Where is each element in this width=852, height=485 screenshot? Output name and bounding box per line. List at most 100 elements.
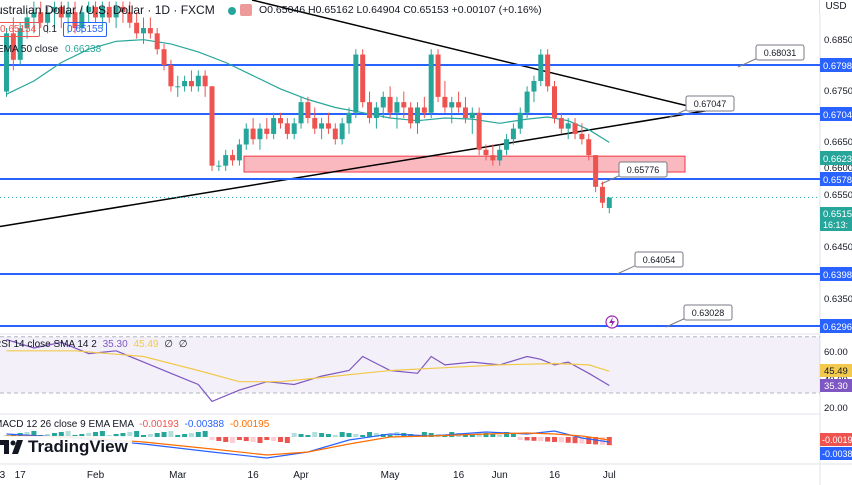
macd-histogram-bar xyxy=(209,437,215,440)
macd-histogram-bar xyxy=(154,433,160,437)
candle-body xyxy=(175,86,181,88)
candle-body xyxy=(223,155,229,166)
time-axis-label: Feb xyxy=(87,470,105,481)
macd-histogram-bar xyxy=(99,431,105,437)
macd-histogram-bar xyxy=(538,437,544,442)
macd-histogram-bar xyxy=(510,433,516,437)
macd-histogram-bar xyxy=(161,432,167,437)
rsi-badge xyxy=(820,379,852,392)
level-callout-box xyxy=(618,161,668,178)
ema-axis-text: 0.6623 xyxy=(823,154,852,165)
level-callout-text: 0.63028 xyxy=(692,308,725,318)
currency-label[interactable]: USD xyxy=(819,0,852,14)
price-tick-label: 0.6550 xyxy=(824,190,852,201)
macd-histogram-bar xyxy=(188,433,194,437)
macd-histogram-bar xyxy=(31,431,37,437)
flag-icon[interactable] xyxy=(240,4,252,16)
candle-body xyxy=(339,123,345,140)
macd-signal-value: -0.00195 xyxy=(229,419,270,430)
macd-histogram-bar xyxy=(175,435,181,437)
time-axis-label: Mar xyxy=(169,470,187,481)
macd-line-badge-text: -0.00388 xyxy=(822,449,852,459)
level-axis-text: 0.6398 xyxy=(823,270,852,281)
macd-histogram-bar xyxy=(606,437,612,446)
tradingview-logo[interactable]: TradingView xyxy=(0,436,132,458)
candle-body xyxy=(346,112,352,124)
macd-histogram-bar xyxy=(325,434,331,437)
level-axis-badge xyxy=(820,58,852,72)
candle-body xyxy=(380,96,386,108)
candle-body xyxy=(449,102,455,108)
tradingview-logo-text: TradingView xyxy=(28,437,128,456)
lightning-icon-glyph xyxy=(609,317,615,327)
price-tick-label: 0.6450 xyxy=(824,242,852,253)
macd-histogram-bar xyxy=(79,434,85,437)
candle-body xyxy=(86,6,92,13)
ema-indicator-label[interactable]: EMA 50 close xyxy=(0,44,59,55)
macd-histogram-bar xyxy=(367,432,373,437)
level-callout-box xyxy=(755,44,805,61)
symbol-title[interactable]: Australian Dollar / U.S. Dollar · 1D · F… xyxy=(0,3,215,17)
macd-histogram-bar xyxy=(202,431,208,437)
macd-histogram-bar xyxy=(127,432,133,437)
candle-body xyxy=(31,12,37,18)
rsi-title: RSI 14 close SMA 14 2 xyxy=(0,339,97,350)
candle-body xyxy=(360,54,366,103)
tradingview-logo-icon xyxy=(0,440,23,454)
bid-price[interactable]: 0.65154 xyxy=(0,22,41,37)
candle-body xyxy=(141,28,146,34)
rsi-legend[interactable]: RSI 14 close SMA 14 2 35.30 45.49 ∅ ∅ xyxy=(0,339,187,350)
ask-price[interactable]: 0.65155 xyxy=(63,22,108,37)
price-tick-label: 0.6350 xyxy=(824,294,852,305)
candle-body xyxy=(305,102,311,119)
macd-histogram-bar xyxy=(216,437,222,441)
candle-body xyxy=(216,165,222,167)
candle-body xyxy=(58,6,64,18)
level-axis-badge xyxy=(820,319,852,333)
candle-body xyxy=(72,12,78,29)
candle-body xyxy=(113,6,119,18)
candle-body xyxy=(236,144,242,161)
macd-histogram-bar xyxy=(51,433,57,437)
candle-body xyxy=(134,22,140,34)
macd-histogram-bar xyxy=(298,434,304,437)
rsi-empty-2: ∅ xyxy=(178,339,188,350)
candle-body xyxy=(401,102,407,108)
macd-histogram-bar xyxy=(243,437,249,441)
candle-body xyxy=(394,102,400,113)
rsi-band xyxy=(0,336,820,393)
ema50-line xyxy=(6,39,610,143)
candle-body xyxy=(545,54,551,87)
macd-histogram-bar xyxy=(134,431,140,437)
macd-histogram-bar xyxy=(45,434,51,437)
candle-body xyxy=(606,197,612,209)
candle-body xyxy=(476,112,482,150)
last-price-badge xyxy=(820,207,852,231)
rsi-tick-label: 60.00 xyxy=(824,347,848,358)
candle-body xyxy=(504,139,510,150)
macd-histogram-bar xyxy=(264,437,270,440)
macd-histogram-bar xyxy=(195,432,201,437)
time-axis-label: Apr xyxy=(293,470,309,481)
candle-body xyxy=(65,12,71,18)
macd-legend[interactable]: MACD 12 26 close 9 EMA EMA -0.00193 -0.0… xyxy=(0,419,269,430)
candle-body xyxy=(298,102,304,124)
candle-body xyxy=(367,102,373,119)
candle-body xyxy=(99,6,105,18)
price-tick-label: 0.6650 xyxy=(824,137,852,148)
macd-histogram-bar xyxy=(421,432,427,437)
candle-body xyxy=(490,155,496,161)
macd-histogram-bar xyxy=(65,431,71,437)
candle-body xyxy=(182,80,188,87)
macd-hist-value: -0.00193 xyxy=(139,419,179,430)
macd-histogram-bar xyxy=(284,437,290,443)
macd-histogram-bar xyxy=(120,433,126,437)
level-callout-text: 0.64054 xyxy=(643,255,676,265)
level-axis-text: 0.6704 xyxy=(823,110,852,121)
candle-body xyxy=(284,123,290,134)
macd-signal-line xyxy=(6,432,610,456)
macd-histogram-bar xyxy=(182,434,188,437)
time-axis-label: 16 xyxy=(248,470,260,481)
candle-body xyxy=(558,118,564,129)
